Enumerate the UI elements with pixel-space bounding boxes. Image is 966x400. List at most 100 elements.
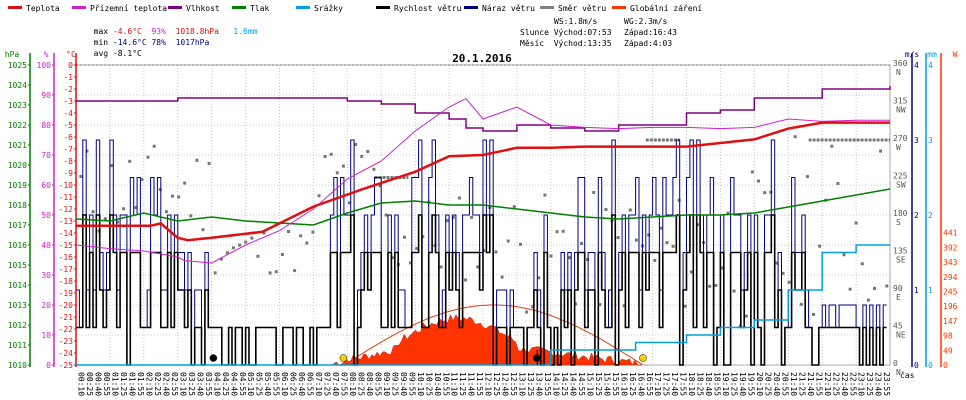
radiation-axis-tick: 98 (943, 332, 953, 341)
wind-direction-point (476, 265, 480, 269)
moon-rise-stat: Měsíc Východ:13:35 (520, 39, 612, 48)
time-tick: 02:25 (153, 372, 162, 396)
max-humidity: 93% (151, 27, 166, 36)
stats-max-line: max -4.6°C 93% 1018.8hPa 1.6mm (84, 17, 258, 37)
wind-direction-point (793, 135, 797, 139)
time-tick: 21:10 (789, 372, 798, 396)
wind-direction-point (561, 229, 565, 233)
humidity-axis-label: % (44, 50, 49, 59)
legend-label: Vlhkost (186, 4, 220, 13)
wind-direction-point (683, 304, 687, 308)
direction-tick-name: N (896, 368, 901, 377)
x-axis-label: čas (900, 370, 915, 380)
time-tick: 05:10 (246, 372, 255, 396)
temperature-axis-tick: -10 (59, 181, 74, 190)
rain-total: 1.6mm (233, 27, 258, 36)
time-tick: 03:10 (178, 372, 187, 396)
time-tick: 13:25 (526, 372, 535, 396)
pressure-axis-tick: 1012 (8, 321, 27, 330)
wind-direction-point (714, 283, 718, 287)
wind-direction-point (134, 206, 138, 210)
radiation-axis-label: W (953, 50, 958, 59)
humidity-axis-tick: 60 (41, 181, 51, 190)
wind-speed-line (76, 214, 887, 366)
time-tick: 20:55 (780, 372, 789, 396)
time-tick: 02:40 (161, 372, 170, 396)
wind-direction-point (348, 201, 351, 205)
time-tick: 01:55 (136, 372, 145, 396)
time-tick: 08:40 (365, 372, 374, 396)
max-pressure: 1018.8hPa (175, 27, 219, 36)
temperature-axis-tick: -7 (63, 145, 73, 154)
wind-direction-point (464, 278, 467, 282)
rain-axis-tick: 4 (928, 61, 933, 70)
legend-swatch (72, 6, 86, 9)
time-tick: 03:55 (204, 372, 213, 396)
wind-direction-point (329, 152, 333, 156)
wind-direction-point (818, 244, 822, 248)
time-tick: 04:10 (212, 372, 221, 396)
time-tick: 14:10 (552, 372, 561, 396)
time-tick: 00:55 (102, 372, 111, 396)
wind-direction-point (470, 215, 474, 219)
temperature-line (76, 121, 890, 242)
wind-direction-point (842, 253, 846, 257)
time-tick: 22:55 (848, 372, 857, 396)
temperature-axis-tick: -3 (63, 97, 73, 106)
wind-direction-point (189, 214, 193, 218)
time-tick: 17:25 (662, 372, 671, 396)
wind-direction-point (244, 240, 248, 244)
wind-direction-point (335, 171, 339, 175)
legend-label: Globální záření (630, 4, 702, 13)
direction-tick-deg: 315 (893, 97, 908, 106)
time-tick: 03:40 (195, 372, 204, 396)
direction-tick-deg: 90 (893, 284, 903, 293)
pressure-axis-tick: 1011 (8, 341, 27, 350)
temperature-axis-tick: -18 (59, 277, 74, 286)
pressure-axis-tick: 1016 (8, 241, 27, 250)
wind-direction-point (805, 175, 809, 179)
wind-direction-point (689, 270, 693, 274)
pressure-axis-tick: 1024 (8, 81, 27, 90)
temperature-axis-tick: -13 (59, 217, 74, 226)
wind-direction-point (323, 155, 327, 158)
wind-speed-stat: WS:1.8m/s (554, 17, 598, 26)
pressure-axis-tick: 1025 (8, 61, 27, 70)
wind-direction-point (274, 270, 278, 274)
pressure-axis-label: hPa (5, 50, 20, 59)
sunrise-marker (339, 354, 348, 362)
time-tick: 10:10 (416, 372, 425, 396)
legend-swatch (8, 6, 22, 9)
wind-direction-point (378, 184, 382, 188)
wind-direction-point (525, 310, 529, 314)
direction-tick-name: NE (896, 331, 906, 340)
direction-tick-deg: 45 (893, 322, 903, 331)
temperature-axis-tick: -19 (59, 289, 74, 298)
time-tick: 06:55 (306, 372, 315, 396)
time-tick: 10:40 (433, 372, 442, 396)
time-tick: 14:55 (577, 372, 586, 396)
temperature-axis-tick: -16 (59, 253, 74, 262)
direction-tick-deg: 0 (893, 359, 898, 368)
time-tick: 09:40 (399, 372, 408, 396)
wind-direction-point (164, 210, 168, 214)
wind-direction-point (171, 194, 174, 198)
temperature-axis-tick: -24 (59, 349, 74, 358)
wind-direction-point (195, 158, 199, 162)
legend-label: Tlak (250, 4, 269, 13)
wind-direction-point (512, 205, 516, 209)
time-tick: 13:55 (543, 372, 552, 396)
wind-direction-point (146, 155, 150, 159)
wind-direction-point (567, 256, 571, 260)
wind-direction-point (732, 289, 736, 293)
time-tick: 15:40 (602, 372, 611, 396)
pressure-axis-tick: 1020 (8, 161, 27, 170)
direction-tick-deg: 360 (893, 59, 908, 68)
wind-direction-point (763, 191, 767, 195)
legend-label: Rychlost větru (394, 4, 462, 13)
time-tick: 12:10 (484, 372, 493, 396)
time-tick: 19:10 (721, 372, 730, 396)
wind-direction-point (360, 154, 364, 158)
time-tick: 02:55 (170, 372, 179, 396)
time-tick: 07:40 (331, 372, 340, 396)
